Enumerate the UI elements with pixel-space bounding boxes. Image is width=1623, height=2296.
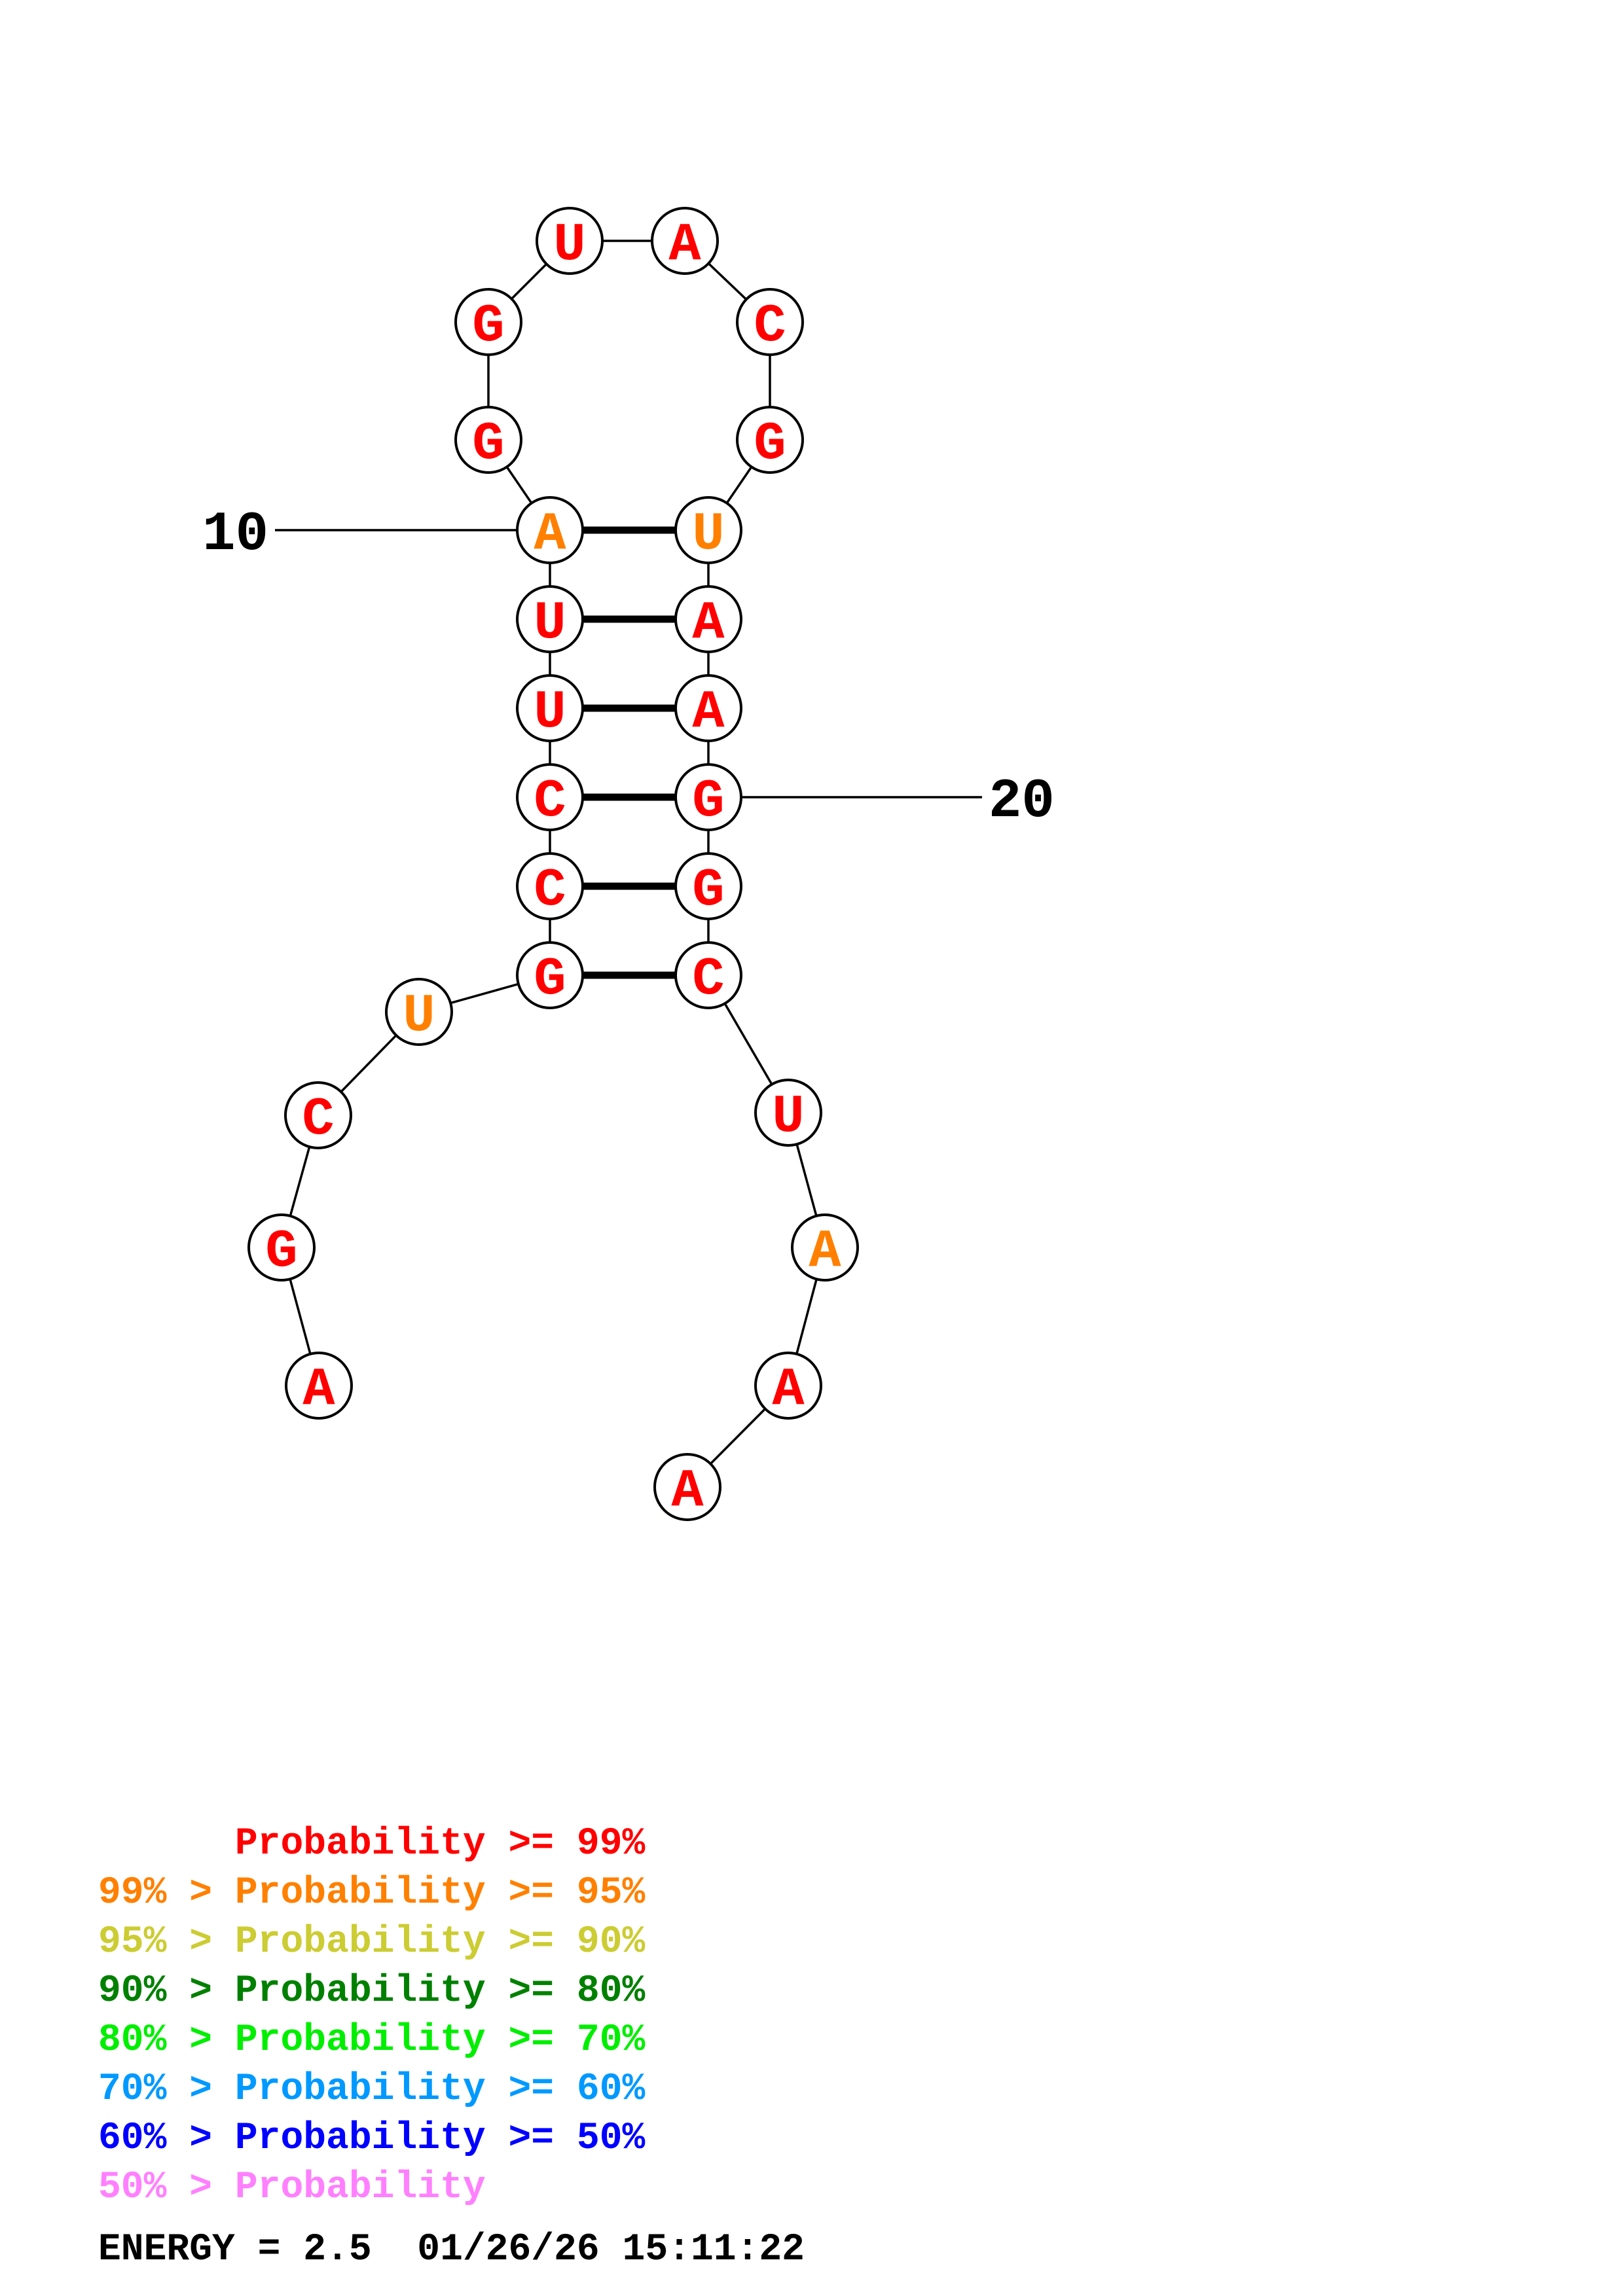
nucleotide: C — [284, 1081, 352, 1150]
nucleotide-circle — [791, 1213, 859, 1282]
nucleotide-circle — [454, 288, 522, 356]
nucleotide-base: G — [472, 414, 504, 475]
nucleotide-base: C — [302, 1089, 334, 1150]
nucleotide-base: C — [534, 771, 566, 832]
nucleotide-base: G — [754, 414, 786, 475]
nucleotide-base: A — [772, 1359, 805, 1420]
nucleotide-base: A — [692, 593, 725, 654]
nucleotide-base: U — [772, 1086, 804, 1147]
nucleotide-base: C — [534, 860, 566, 921]
nucleotide: G — [674, 763, 742, 832]
nucleotide-base: G — [692, 771, 724, 832]
base-pair-bonds — [583, 526, 676, 979]
nucleotide-base: U — [534, 593, 566, 654]
nucleotide: A — [285, 1352, 353, 1420]
nucleotide: A — [674, 585, 742, 654]
legend-entry: 90% > Probability >= 80% — [98, 1970, 646, 2013]
nucleotide-base: C — [754, 296, 786, 357]
nucleotide: C — [736, 288, 804, 357]
nucleotide: G — [247, 1213, 316, 1282]
nucleotide: U — [516, 674, 584, 743]
nucleotide-circle — [516, 496, 584, 564]
nucleotide: A — [516, 496, 584, 565]
nucleotide-circle — [516, 852, 584, 920]
nucleotide: U — [516, 585, 584, 654]
nucleotide-base: A — [809, 1221, 841, 1282]
legend-entry: 95% > Probability >= 90% — [98, 1921, 646, 1964]
nucleotide-circle — [385, 978, 453, 1046]
nucleotide-circle — [284, 1081, 352, 1149]
nucleotide-circle — [736, 288, 804, 356]
nucleotide-circle — [454, 406, 522, 474]
nucleotide-base: A — [692, 682, 725, 743]
nucleotide-circle — [247, 1213, 316, 1282]
nucleotide-circle — [674, 585, 742, 653]
nucleotide-circle — [674, 941, 742, 1009]
nucleotide-base: G — [534, 949, 566, 1010]
nucleotide: A — [653, 1453, 721, 1522]
nucleotide: A — [674, 674, 742, 743]
legend-entry: 70% > Probability >= 60% — [98, 2068, 646, 2111]
nucleotide-circle — [754, 1079, 822, 1147]
position-labels: 10 20 — [202, 504, 1055, 833]
nucleotide: U — [674, 496, 742, 565]
nucleotide: G — [674, 852, 742, 921]
probability-legend: Probability >= 99% 99% > Probability >= 9… — [98, 1823, 646, 2209]
energy-footer: ENERGY = 2.5 01/26/26 15:11:22 — [98, 2229, 805, 2271]
nucleotide: A — [651, 207, 719, 276]
position-label: 20 — [989, 771, 1055, 833]
nucleotide-circle — [516, 674, 584, 742]
nucleotide-base: U — [553, 215, 585, 276]
nucleotide-base: U — [692, 504, 724, 565]
nucleotide-base: G — [692, 860, 724, 921]
nucleotide-circle — [516, 585, 584, 653]
nucleotide-circle — [674, 674, 742, 742]
nucleotide-circle — [536, 207, 604, 275]
nucleotide: G — [454, 288, 522, 357]
nucleotide: G — [454, 406, 522, 475]
nucleotide: A — [754, 1352, 822, 1420]
position-label: 10 — [202, 504, 268, 566]
nucleotide-circle — [651, 207, 719, 275]
legend-entry: 60% > Probability >= 50% — [98, 2117, 646, 2160]
nucleotide-circle — [736, 406, 804, 474]
nucleotide: U — [385, 978, 453, 1047]
nucleotide-base: A — [668, 215, 701, 276]
nucleotide-base: A — [671, 1461, 704, 1522]
nucleotide: G — [736, 406, 804, 475]
nucleotide-circle — [516, 941, 584, 1009]
nucleotide: U — [536, 207, 604, 276]
nucleotide-circle — [674, 763, 742, 831]
nucleotide-circle — [516, 763, 584, 831]
nucleotide-base: A — [302, 1359, 335, 1420]
nucleotide-base: A — [534, 504, 566, 565]
nucleotide-circle — [674, 852, 742, 920]
nucleotide: C — [674, 941, 742, 1010]
legend-entry: 80% > Probability >= 70% — [98, 2019, 646, 2062]
nucleotide-base: C — [692, 949, 724, 1010]
nucleotide-circle — [754, 1352, 822, 1420]
nucleotide-circle — [285, 1352, 353, 1420]
nucleotide: G — [516, 941, 584, 1010]
nucleotide-circle — [653, 1453, 721, 1521]
nucleotide-base: G — [265, 1221, 297, 1282]
nucleotide-base: G — [472, 296, 504, 357]
nucleotide-base: U — [534, 682, 566, 743]
legend-entry: Probability >= 99% — [98, 1823, 646, 1865]
legend-entry: 50% > Probability — [98, 2166, 486, 2209]
legend-entry: 99% > Probability >= 95% — [98, 1872, 646, 1914]
nucleotide: C — [516, 852, 584, 921]
nucleotide-circle — [674, 496, 742, 564]
nucleotide: U — [754, 1079, 822, 1147]
nucleotide: C — [516, 763, 584, 832]
nucleotide: A — [791, 1213, 859, 1282]
nucleotide-base: U — [403, 986, 435, 1047]
